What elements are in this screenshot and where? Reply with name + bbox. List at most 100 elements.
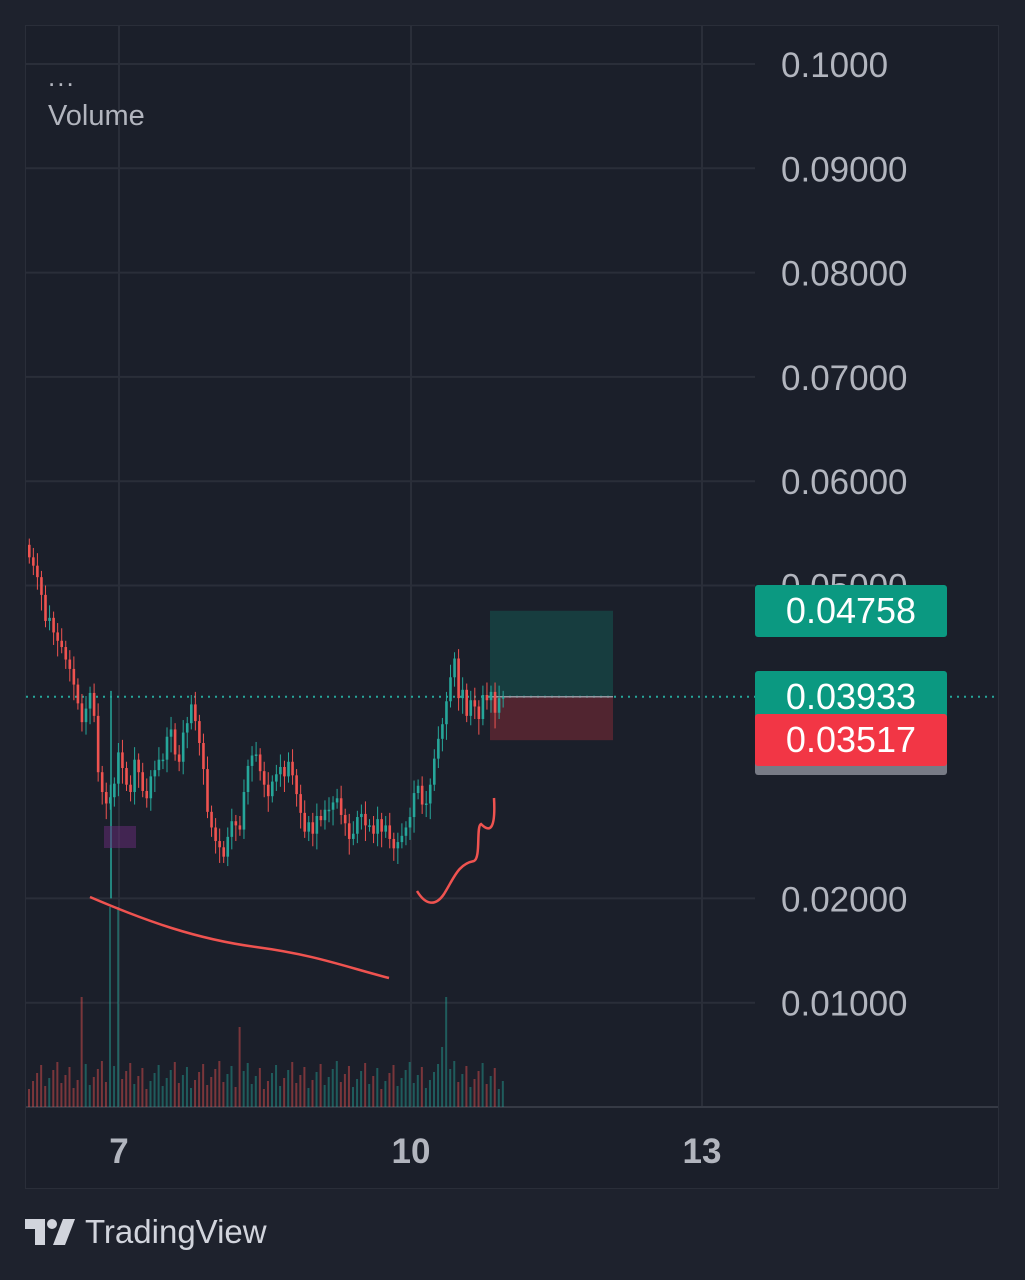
candle-body bbox=[388, 825, 392, 839]
candle-body bbox=[291, 761, 294, 776]
volume-bar bbox=[32, 1081, 35, 1107]
volume-bar bbox=[291, 1062, 294, 1107]
volume-bar bbox=[181, 1075, 184, 1107]
candle-body bbox=[416, 785, 420, 794]
volume-bar bbox=[408, 1062, 411, 1107]
candle-body bbox=[250, 755, 254, 766]
volume-bars bbox=[28, 907, 504, 1107]
volume-bar bbox=[206, 1085, 209, 1107]
volume-bar bbox=[129, 1063, 132, 1107]
volume-bar bbox=[109, 907, 111, 1107]
volume-bar bbox=[469, 1087, 472, 1107]
legend-menu-icon[interactable]: ... bbox=[48, 62, 76, 92]
candle-body bbox=[92, 692, 96, 716]
volume-bar bbox=[501, 1081, 504, 1107]
candle-body bbox=[453, 658, 456, 678]
volume-bar bbox=[64, 1075, 67, 1107]
volume-bar bbox=[52, 1070, 55, 1107]
price-axis-label: 0.01000 bbox=[781, 985, 908, 1024]
time-axis[interactable]: 7 10 13 bbox=[109, 1132, 721, 1171]
candle-body bbox=[266, 784, 270, 797]
candle-body bbox=[88, 692, 92, 709]
candle-body bbox=[44, 594, 47, 621]
candle-body bbox=[275, 774, 278, 782]
candle-body bbox=[206, 769, 209, 812]
candle-body bbox=[327, 809, 331, 812]
candle-body bbox=[104, 792, 108, 804]
candle-body bbox=[339, 798, 343, 815]
candle-body bbox=[368, 825, 371, 827]
candle-body bbox=[295, 775, 298, 795]
volume-bar bbox=[323, 1085, 326, 1107]
candle-body bbox=[36, 565, 39, 578]
volume-bar bbox=[28, 1089, 30, 1107]
volume-bar bbox=[133, 1084, 136, 1107]
candle-body bbox=[473, 700, 477, 707]
volume-bar bbox=[218, 1061, 221, 1107]
candle-body bbox=[80, 703, 84, 723]
position-target-zone bbox=[490, 610, 613, 697]
volume-bar bbox=[347, 1066, 350, 1107]
drawn-trendline bbox=[89, 895, 390, 980]
volume-bar bbox=[275, 1065, 278, 1107]
candle-body bbox=[169, 729, 173, 737]
volume-bar bbox=[433, 1072, 435, 1107]
volume-bar bbox=[177, 1083, 180, 1107]
volume-bar bbox=[295, 1083, 298, 1107]
volume-bar bbox=[485, 1084, 488, 1107]
candle-body bbox=[461, 689, 464, 699]
volume-bar bbox=[36, 1073, 39, 1107]
drawings bbox=[26, 695, 998, 980]
candle-body bbox=[198, 721, 201, 743]
candle-body bbox=[493, 691, 497, 713]
candle-body bbox=[56, 632, 59, 641]
volume-bar bbox=[226, 1074, 229, 1107]
price-tag-stop: 0.03517 bbox=[755, 714, 947, 767]
candle-body bbox=[185, 723, 189, 733]
volume-bar bbox=[465, 1066, 468, 1107]
candle-body bbox=[360, 813, 363, 818]
volume-bar bbox=[493, 1068, 496, 1107]
volume-bar bbox=[352, 1087, 354, 1107]
volume-bar bbox=[145, 1089, 148, 1107]
grid bbox=[26, 26, 998, 1108]
candle-body bbox=[238, 825, 242, 830]
candle-body bbox=[315, 816, 319, 834]
chart-area[interactable]: 0.10000.090000.080000.070000.060000.0500… bbox=[25, 25, 999, 1189]
candle-body bbox=[376, 819, 379, 834]
volume-bar bbox=[125, 1071, 128, 1107]
long-position-tool[interactable] bbox=[490, 610, 613, 741]
tradingview-logo[interactable]: TradingView bbox=[25, 1212, 267, 1252]
volume-bar bbox=[254, 1076, 257, 1107]
price-axis-label: 0.09000 bbox=[781, 150, 908, 189]
volume-bar bbox=[137, 1076, 140, 1107]
price-axis[interactable]: 0.10000.090000.080000.070000.060000.0500… bbox=[781, 46, 908, 1024]
volume-bar bbox=[489, 1076, 492, 1107]
volume-bar bbox=[262, 1089, 265, 1107]
candle-body bbox=[60, 640, 63, 648]
candle-body bbox=[352, 833, 355, 839]
volume-bar bbox=[299, 1075, 302, 1107]
volume-bar bbox=[149, 1081, 152, 1107]
price-chart-svg[interactable]: 0.10000.090000.080000.070000.060000.0500… bbox=[26, 26, 999, 1189]
volume-bar bbox=[335, 1061, 338, 1107]
volume-bar bbox=[234, 1087, 237, 1107]
candle-body bbox=[497, 698, 501, 713]
volume-bar bbox=[449, 1069, 452, 1107]
volume-bar bbox=[380, 1089, 383, 1107]
volume-bar bbox=[88, 1085, 91, 1107]
candle-body bbox=[242, 792, 246, 830]
volume-bar bbox=[238, 1027, 241, 1107]
candle-body bbox=[153, 770, 157, 777]
tradingview-logo-icon bbox=[25, 1219, 75, 1245]
candle-body bbox=[384, 825, 387, 832]
volume-bar bbox=[242, 1071, 245, 1107]
candle-body bbox=[424, 803, 428, 805]
volume-legend-label[interactable]: Volume bbox=[48, 100, 145, 132]
volume-bar bbox=[246, 1063, 249, 1107]
candle-body bbox=[145, 790, 149, 799]
candle-body bbox=[477, 706, 481, 720]
candle-body bbox=[412, 793, 416, 818]
candle-body bbox=[68, 659, 72, 669]
candle-body bbox=[283, 766, 286, 777]
